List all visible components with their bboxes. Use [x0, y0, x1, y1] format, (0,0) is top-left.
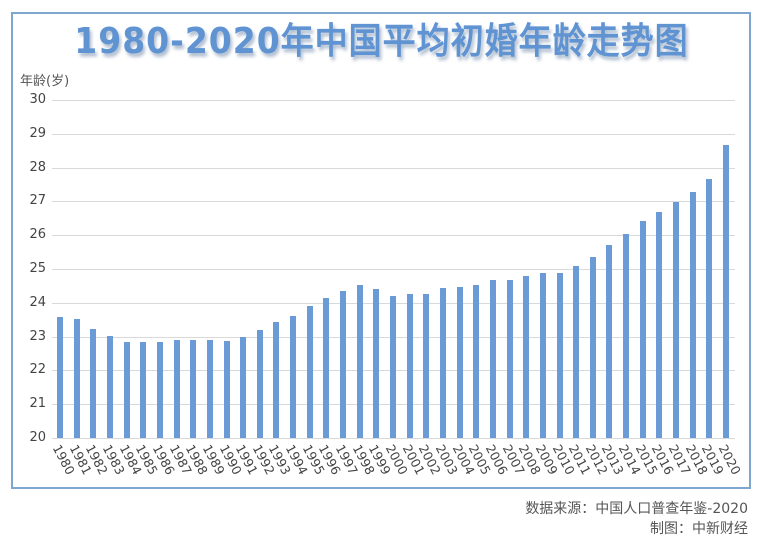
bar-1992: [256, 329, 263, 438]
bar-2010: [556, 272, 563, 438]
chart-title: 1980-2020年中国平均初婚年龄走势图: [74, 19, 689, 62]
bar-2002: [423, 293, 430, 438]
gridline: [52, 235, 735, 237]
bar-1982: [90, 329, 97, 438]
bar-1981: [73, 319, 80, 438]
bar-2000: [390, 296, 396, 438]
bar-1995: [306, 306, 313, 438]
y-tick-label: 28: [29, 159, 46, 175]
bar-1991: [240, 337, 247, 438]
bar-1988: [190, 339, 197, 438]
y-tick-label: 20: [29, 430, 46, 445]
y-tick-label: 22: [29, 362, 46, 378]
bar-2004: [456, 287, 463, 438]
bar-1987: [173, 340, 180, 438]
y-tick-label: 23: [29, 328, 46, 344]
bar-1998: [356, 284, 363, 438]
gridline: [52, 269, 735, 270]
bar-1994: [290, 315, 297, 438]
y-axis-unit-label: 年龄(岁): [20, 74, 70, 89]
bar-2016: [656, 211, 663, 438]
bar-1985: [140, 342, 147, 438]
bar-2008: [523, 276, 530, 438]
bar-1989: [206, 339, 213, 438]
bar-2018: [689, 191, 696, 438]
gridline: [52, 438, 735, 439]
bar-1983: [106, 335, 113, 438]
bar-2013: [606, 244, 613, 438]
bar-2005: [473, 285, 480, 438]
y-tick-label: 30: [29, 92, 46, 107]
gridline: [52, 100, 735, 101]
bar-2003: [439, 287, 446, 438]
bar-2017: [673, 201, 680, 438]
bar-2015: [639, 221, 646, 438]
bar-2006: [489, 280, 496, 438]
bar-1999: [373, 289, 380, 438]
bar-2007: [506, 280, 513, 438]
bar-1984: [123, 341, 130, 438]
credit-note: 制图：中新财经: [650, 521, 748, 537]
bar-1996: [323, 298, 330, 438]
bar-1986: [156, 342, 163, 438]
y-tick-label: 25: [29, 261, 46, 276]
gridline: [52, 133, 735, 135]
bar-2001: [406, 294, 413, 438]
bar-2020: [723, 144, 729, 438]
bar-2009: [539, 272, 546, 438]
bar-2012: [589, 257, 596, 438]
bar-1990: [223, 340, 230, 438]
bar-1980: [57, 316, 63, 438]
bar-2019: [706, 179, 713, 438]
y-tick-label: 24: [29, 294, 46, 310]
gridline: [52, 201, 735, 203]
bar-2014: [623, 233, 630, 438]
y-tick-label: 26: [29, 227, 46, 243]
bar-1997: [340, 290, 347, 438]
bar-2011: [573, 265, 580, 438]
gridline: [52, 167, 735, 169]
plot-area: [52, 100, 735, 439]
bar-1993: [273, 321, 280, 438]
y-tick-label: 21: [29, 396, 46, 412]
y-tick-label: 27: [29, 193, 46, 209]
y-tick-label: 29: [29, 125, 46, 141]
data-source-note: 数据来源：中国人口普查年鉴-2020: [525, 501, 748, 517]
